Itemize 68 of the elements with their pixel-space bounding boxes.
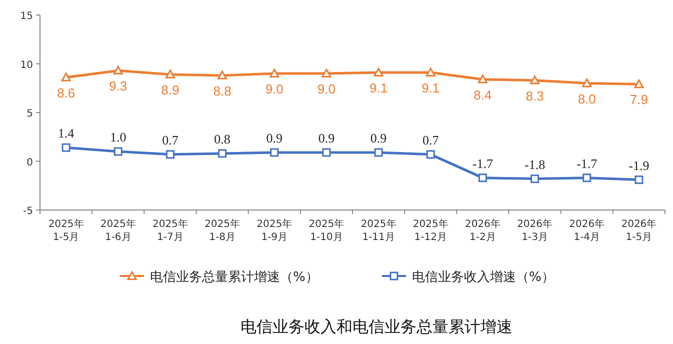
data-label: 8.8 [213,83,232,98]
legend-label: 电信业务总量累计增速（%） [150,270,318,285]
data-label: 8.9 [161,82,180,98]
data-label: 8.6 [57,85,76,100]
point [634,176,644,184]
text: 电信业务收入和电信业务总量累计增速 [240,318,512,336]
legend-label: 电信业务收入增速（%） [412,270,554,285]
y-tick-label: 0 [26,157,33,168]
x-tick-label: 2026年 1-3月 [517,218,553,243]
point [530,76,540,84]
data-label: 9.0 [317,82,336,96]
data-label: 8.4 [474,87,492,102]
x-tick-label: 2026年 1-5月 [621,218,657,243]
point [478,174,487,182]
data-label: 0.9 [266,130,282,146]
data-label: 9.1 [370,80,388,96]
point [166,150,174,159]
data-label: 8.3 [526,88,544,104]
x-tick-label: 2025年 1-5月 [48,218,84,243]
x-tick-label: 2026年 1-4月 [569,218,605,243]
point [270,68,280,78]
data-label: 9.0 [265,82,284,96]
point [426,68,436,76]
point [634,79,644,88]
data-label: 8.0 [578,91,596,106]
point [270,148,279,157]
point [114,147,122,156]
data-label: -1.7 [472,156,494,171]
data-label: -1.9 [628,158,650,173]
x-tick-label: 2025年 1-8月 [204,218,240,243]
data-label: 1.4 [58,126,75,141]
point [582,78,592,88]
point [218,70,228,80]
data-label: 7.9 [630,92,648,108]
point [582,174,592,182]
data-label: 9.1 [422,80,440,96]
data-label: -1.7 [576,156,598,171]
point [165,70,175,78]
data-label: 1.0 [110,130,126,144]
x-tick-label: 2026年 1-2月 [464,218,500,243]
data-label: 0.7 [162,132,179,148]
x-tick-label: 2025年 1-6月 [100,218,136,243]
point [322,148,331,157]
point [374,148,383,157]
data-label: 0.9 [370,130,387,146]
data-label: -1.8 [524,156,546,172]
x-tick-label: 2025年 1-7月 [152,218,188,243]
y-tick-label: 15 [20,11,33,22]
x-tick-label: 2025年 1-11月 [360,218,396,243]
point [113,66,123,75]
x-tick-label: 2025年 1-9月 [256,218,292,243]
point [62,143,70,152]
data-label: 0.8 [214,131,230,146]
point [530,174,540,184]
y-tick-label: -5 [23,206,33,217]
x-tick-label: 2025年 1-12月 [412,218,448,243]
y-tick-label: 10 [20,60,33,71]
data-label: 9.3 [109,78,128,94]
point [322,68,332,78]
point [426,150,435,159]
point [478,74,488,84]
x-tick-label: 2025年 1-10月 [308,218,344,243]
data-label: 0.9 [318,130,335,146]
y-tick-label: 5 [26,108,33,120]
point [374,68,384,76]
point [218,149,227,158]
point [61,72,71,82]
data-label: 0.7 [422,132,440,148]
